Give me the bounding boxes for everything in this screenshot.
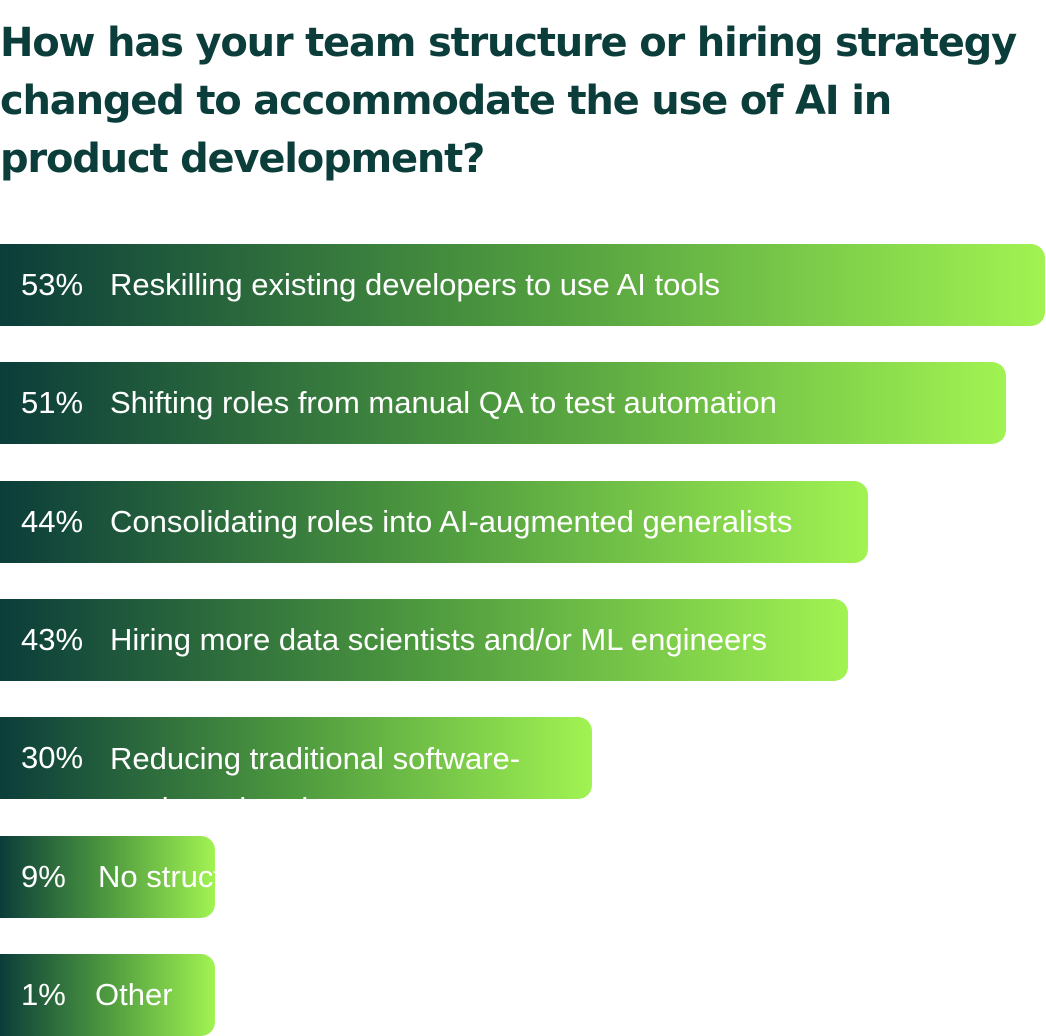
bar-value-label: 51% xyxy=(21,385,84,420)
bar-value-label: 9% xyxy=(21,859,66,894)
bar xyxy=(0,954,215,1036)
bar-value-label: 30% xyxy=(21,740,84,775)
bar xyxy=(0,244,1045,326)
bar-category-label: Other xyxy=(95,977,173,1012)
bar-category-label: Shifting roles from manual QA to test au… xyxy=(110,385,777,420)
bar-category-label: No structural changes xyxy=(98,859,400,894)
bar-category-label: Reducing traditional software-engineer h… xyxy=(110,741,521,826)
bar-value-label: 53% xyxy=(21,267,84,302)
bar xyxy=(0,717,592,799)
bar-value-label: 1% xyxy=(21,977,66,1012)
bar xyxy=(0,836,215,918)
bar-category-label: Hiring more data scientists and/or ML en… xyxy=(110,622,768,657)
chart-title: How has your team structure or hiring st… xyxy=(0,20,1017,182)
bar xyxy=(0,481,868,563)
bar-category-label: Reskilling existing developers to use AI… xyxy=(110,267,720,302)
bar-category-label: Consolidating roles into AI-augmented ge… xyxy=(110,504,793,539)
bar xyxy=(0,362,1006,444)
bar xyxy=(0,599,848,681)
bar-value-label: 44% xyxy=(21,504,84,539)
bar-value-label: 43% xyxy=(21,622,84,657)
